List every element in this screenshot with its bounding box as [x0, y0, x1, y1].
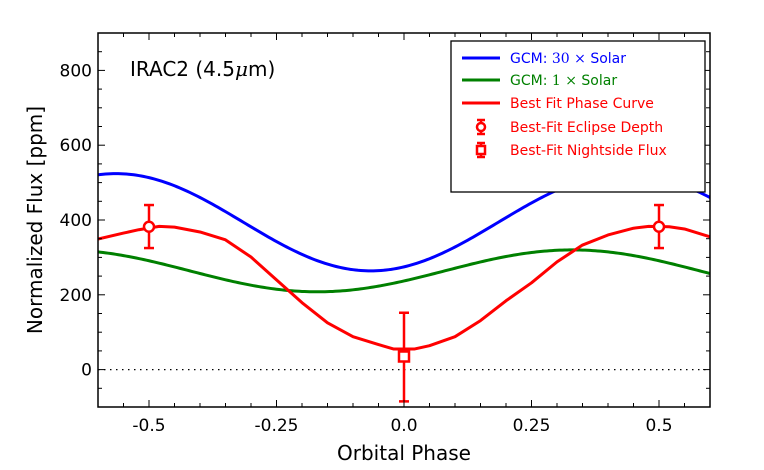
x-tick-label: 0.25	[513, 416, 551, 436]
x-tick-label: -0.5	[132, 416, 165, 436]
y-tick-label: 600	[60, 136, 92, 156]
legend-square-marker	[475, 144, 487, 156]
legend-label: GCM: 1 × Solar	[510, 73, 617, 89]
square-marker	[397, 350, 411, 363]
y-tick-label: 800	[60, 61, 92, 81]
y-tick-label: 0	[81, 361, 92, 381]
legend-label: Best-Fit Nightside Flux	[510, 143, 667, 159]
legend-item: GCM: 1 × Solar	[462, 73, 617, 89]
series-gcm-1x-solar	[98, 248, 710, 294]
y-tick-label: 400	[60, 211, 92, 231]
legend-circle-marker	[475, 121, 487, 133]
x-tick-label: -0.25	[255, 416, 299, 436]
circle-marker	[652, 220, 666, 233]
legend-item: GCM: 30 × Solar	[462, 51, 626, 67]
legend: GCM: 30 × Solar GCM: 1 × Solar Best Fit Ph…	[450, 40, 706, 193]
x-tick-label: 0.0	[390, 416, 417, 436]
legend-item: Best-Fit Nightside Flux	[475, 141, 667, 159]
legend-label: Best Fit Phase Curve	[510, 96, 654, 112]
x-axis-label: Orbital Phase	[337, 441, 471, 465]
legend-box	[450, 40, 706, 193]
circle-marker	[142, 220, 156, 233]
annotation-irac2: IRAC2 (4.5μm)	[130, 57, 275, 81]
legend-label: Best-Fit Eclipse Depth	[510, 120, 663, 136]
y-tick-label: 200	[60, 286, 92, 306]
legend-item: Best Fit Phase Curve	[462, 96, 654, 112]
nightside-flux-point	[397, 311, 411, 403]
legend-item: Best-Fit Eclipse Depth	[475, 118, 663, 136]
y-axis-label: Normalized Flux [ppm]	[23, 106, 47, 334]
legend-label: GCM: 30 × Solar	[510, 51, 626, 67]
x-tick-label: 0.5	[645, 416, 672, 436]
eclipse-depth-point	[142, 203, 156, 250]
eclipse-depth-point	[652, 203, 666, 250]
